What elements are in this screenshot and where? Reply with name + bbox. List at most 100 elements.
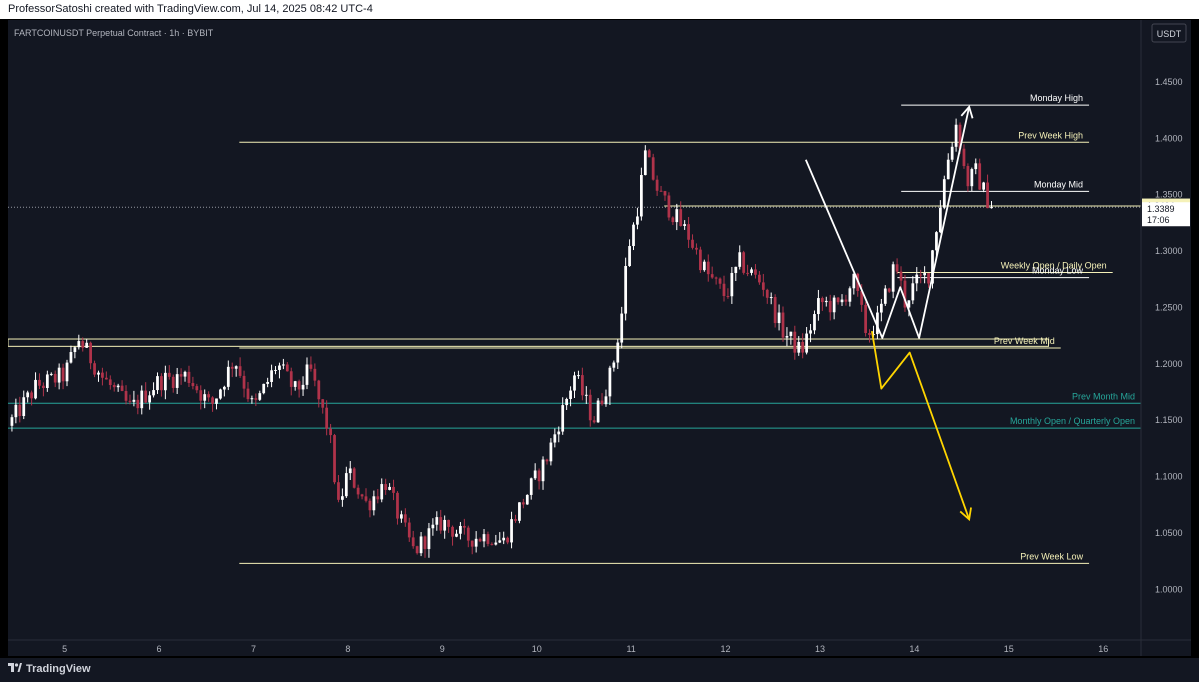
candle-body (797, 341, 801, 353)
candle-body (529, 478, 533, 495)
candle-body (553, 434, 557, 443)
candle-body (734, 266, 738, 273)
candle-body (415, 546, 419, 554)
candle-body (171, 376, 175, 388)
price-chart[interactable]: FARTCOINUSDT Perpetual Contract · 1h · B… (8, 20, 1191, 656)
candle-body (907, 300, 911, 308)
candle-body (289, 371, 293, 387)
candle-body (22, 397, 26, 417)
candle-body (671, 217, 675, 223)
candle-body (443, 519, 447, 531)
currency-badge[interactable]: USDT (1151, 23, 1187, 43)
candle-body (26, 392, 30, 398)
candle-body (486, 534, 490, 544)
candle-body (813, 314, 816, 331)
current-price-label: 1.3389 (1147, 204, 1175, 214)
candle-body (675, 209, 679, 223)
prev-week-mid-zone (8, 338, 1049, 347)
candle-body (722, 283, 726, 297)
candle-body (781, 312, 785, 338)
candle-body (549, 442, 553, 462)
candle-body (45, 374, 49, 389)
candle-body (466, 527, 470, 541)
candle-body (525, 494, 529, 505)
candle-body (211, 397, 214, 404)
candle-body (580, 375, 584, 396)
price-tick-label: 1.1000 (1155, 472, 1183, 482)
candle-body (899, 271, 903, 281)
price-tick-label: 1.4000 (1155, 133, 1183, 143)
candle-body (726, 296, 730, 298)
currency-label: USDT (1157, 29, 1182, 39)
candle-body (588, 394, 592, 421)
candle-body (305, 364, 309, 385)
candle-body (226, 366, 230, 387)
candle-body (769, 297, 773, 299)
candle-body (962, 148, 966, 167)
chart-panel[interactable]: FARTCOINUSDT Perpetual Contract · 1h · B… (8, 20, 1191, 656)
candle-body (683, 224, 687, 226)
header-text: ProfessorSatoshi created with TradingVie… (8, 3, 373, 15)
candle-body (573, 375, 576, 391)
candle-body (584, 394, 588, 396)
candle-body (10, 417, 14, 426)
candle-body (97, 372, 100, 375)
candle-body (411, 537, 415, 547)
candle-body (156, 376, 159, 391)
candle-body (868, 333, 871, 335)
candle-body (958, 124, 962, 149)
candle-body (183, 371, 187, 377)
candle-body (380, 484, 384, 500)
candle-body (950, 146, 954, 160)
candle-body (608, 367, 612, 397)
candle-body (140, 390, 144, 409)
footer-bar: TradingView (0, 658, 1199, 682)
candle-body (344, 473, 348, 497)
candle-body (636, 216, 639, 225)
level-label-monday-high: Monday High (1030, 93, 1083, 103)
candle-body (561, 405, 565, 432)
candle-body (879, 303, 883, 313)
level-label-monthly-open-quarterly-open: Monthly Open / Quarterly Open (1010, 416, 1135, 426)
candle-body (801, 341, 805, 353)
candle-body (250, 398, 254, 400)
candle-body (352, 468, 356, 488)
candle-body (254, 398, 258, 400)
projection-arrow-0 (960, 104, 974, 119)
candle-body (864, 304, 867, 334)
candle-body (179, 374, 183, 377)
candle-body (447, 519, 450, 527)
candle-body (474, 538, 478, 547)
candle-body (718, 278, 722, 284)
candle-body (667, 195, 671, 218)
candle-body (518, 502, 521, 521)
candle-body (923, 273, 927, 276)
candle-body (840, 299, 844, 303)
candle-body (600, 400, 604, 405)
candle-body (144, 390, 148, 403)
candle-body (817, 298, 820, 315)
level-label-monday-mid: Monday Mid (1034, 179, 1083, 189)
candle-body (258, 393, 262, 400)
candle-body (89, 342, 92, 364)
candle-body (498, 540, 502, 543)
candle-body (895, 264, 899, 272)
candle-body (427, 528, 431, 549)
candle-body (321, 399, 325, 408)
candle-body (982, 182, 986, 190)
candle-body (14, 404, 18, 418)
candle-body (557, 431, 561, 435)
candle-body (53, 373, 57, 383)
candle-body (396, 492, 399, 519)
candle-body (828, 300, 832, 313)
candle-body (911, 283, 915, 301)
candle-body (160, 376, 163, 391)
candle-body (699, 249, 702, 271)
candle-body (738, 252, 742, 267)
candle-body (777, 312, 781, 324)
candle-body (222, 386, 226, 390)
candle-body (163, 372, 167, 391)
candle-body (655, 179, 659, 191)
candle-body (758, 274, 761, 283)
candle-body (931, 250, 934, 284)
